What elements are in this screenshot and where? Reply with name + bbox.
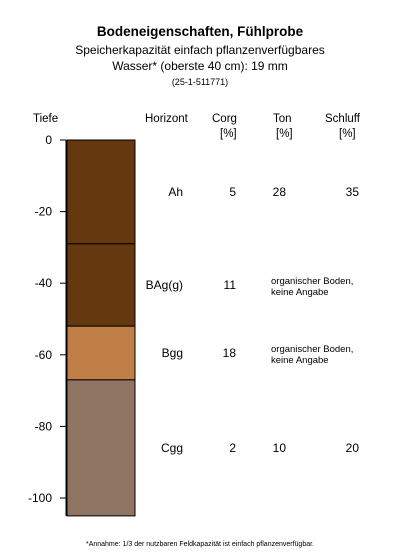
column-unit-schluff: [%] — [339, 128, 356, 140]
column-unit-ton: [%] — [276, 128, 293, 140]
y-tick-label: -80 — [35, 419, 53, 433]
schluff-value: 20 — [345, 440, 359, 455]
footnote: *Annahme: 1/3 der nutzbaren Feldkapazitä… — [85, 541, 315, 548]
column-header-schluff: Schluff — [325, 113, 360, 125]
ton-value: 28 — [272, 184, 286, 199]
y-tick-label: 0 — [45, 133, 52, 147]
chart-title: Bodeneigenschaften, Fühlprobe — [96, 24, 304, 39]
y-tick-label: -60 — [35, 348, 53, 362]
column-unit-corg: [%] — [220, 128, 237, 140]
corg-value: 18 — [222, 346, 236, 360]
soil-layer-4 — [66, 379, 136, 517]
column-header-horizont: Horizont — [145, 113, 188, 125]
corg-value: 5 — [229, 184, 236, 199]
sample-id: (25-1-511771) — [171, 77, 229, 87]
y-tick-label: -20 — [35, 205, 53, 219]
column-header-corg: Corg — [212, 113, 237, 125]
corg-value: 11 — [223, 277, 236, 292]
y-tick-label: -40 — [35, 276, 53, 290]
layer-note: organischer Boden, keine Angabe — [271, 275, 354, 298]
soil-layer-1 — [66, 139, 136, 245]
y-tick-label: -100 — [28, 491, 52, 505]
horizont-label: Ah — [168, 184, 183, 199]
horizont-label: BAg(g) — [145, 277, 183, 292]
schluff-value: 35 — [345, 184, 359, 199]
layer-note: organischer Boden, keine Angabe — [271, 344, 354, 366]
y-axis-label: Tiefe — [33, 113, 59, 125]
soil-layer-3 — [66, 325, 136, 381]
corg-value: 2 — [229, 440, 236, 455]
horizont-label: Cgg — [160, 440, 183, 455]
chart-subtitle-line2: Wasser* (oberste 40 cm): 19 mm — [112, 59, 288, 73]
ton-value: 10 — [272, 440, 286, 455]
soil-layer-2 — [66, 243, 136, 327]
horizont-label: Bgg — [161, 346, 183, 360]
chart-subtitle-line1: Speicherkapazität einfach pflanzenverfüg… — [75, 43, 325, 57]
column-header-ton: Ton — [273, 113, 292, 125]
